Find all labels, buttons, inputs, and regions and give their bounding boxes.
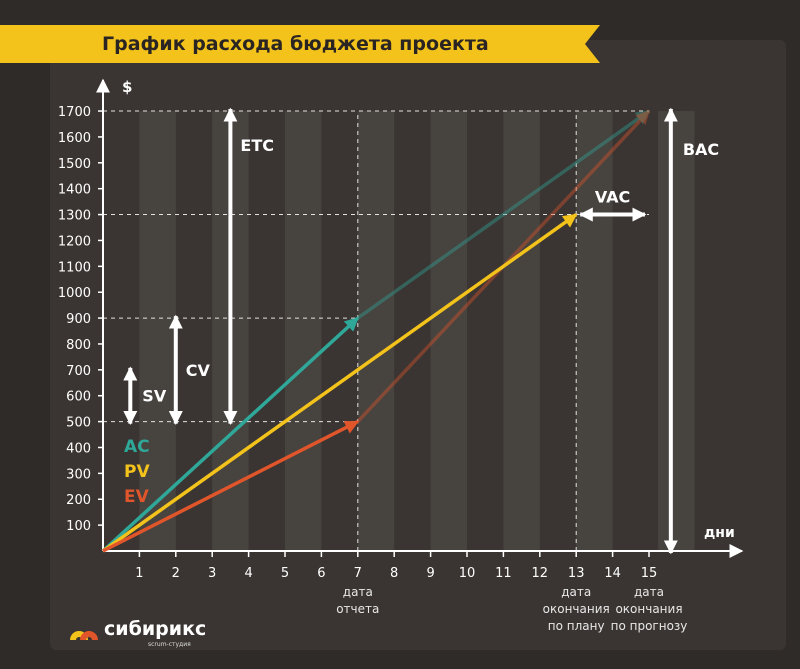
series-line-pv [101,213,578,553]
page-title: График расхода бюджета проекта [102,33,489,55]
x-tick-label: 1 [135,566,143,581]
y-tick-label: 500 [66,416,91,431]
x-annotation-text: дата [343,585,373,599]
x-tick-label: 6 [317,566,325,581]
chart-stripe [357,111,395,551]
legend-label-ac: AC [124,437,150,457]
y-tick-label: 100 [66,519,91,534]
y-axis-label: $ [122,78,132,96]
x-annotation-text: по прогнозу [611,619,688,633]
x-axis-label: дни [704,525,735,541]
chart-stripe [139,111,176,551]
measure-label-sv: SV [142,387,167,406]
y-tick-label: 1500 [58,157,91,172]
chart-stripe [576,111,613,551]
x-tick-label: 5 [281,566,289,581]
x-tick-label: 9 [426,566,434,581]
measure-label-vac: VAC [595,188,630,207]
x-annotation-text: окончания [543,602,610,616]
y-tick-label: 900 [66,312,91,327]
x-tick-label: 15 [641,566,658,581]
x-annotation-text: отчета [336,602,379,616]
y-tick-label: 1300 [58,209,91,224]
x-tick-label: 7 [354,566,362,581]
title-banner [0,25,600,63]
x-tick-label: 14 [604,566,621,581]
x-annotation-text: окончания [615,602,682,616]
brand-subtitle: scrum-студия [148,641,191,648]
y-tick-label: 800 [66,338,91,353]
logo-mark-icon [70,631,98,640]
x-tick-label: 2 [172,566,180,581]
series-line-ac [101,316,359,553]
y-tick-label: 600 [66,390,91,405]
y-tick-label: 400 [66,441,91,456]
y-tick-label: 1600 [58,131,91,146]
legend-label-pv: PV [124,462,150,482]
x-annotation-text: дата [561,585,591,599]
x-annotation-text: по плану [548,619,605,633]
x-tick-label: 3 [208,566,216,581]
legend-label-ev: EV [124,487,150,507]
measure-label-etc: ETC [240,136,274,155]
chart-stripe [285,111,322,551]
y-tick-label: 1200 [58,234,91,249]
y-tick-label: 200 [66,493,91,508]
brand-name: сибирикс [104,618,207,640]
chart-stripe [430,111,467,551]
series-line-ev [102,420,360,553]
chart-stripe [658,111,695,551]
series-projection-ac [356,109,651,320]
brand-logo: сибирикс scrum-студия [68,618,218,648]
y-tick-label: 1700 [58,105,91,120]
y-tick-label: 1000 [58,286,91,301]
x-tick-label: 4 [244,566,252,581]
x-tick-label: 8 [390,566,398,581]
x-tick-label: 11 [495,566,512,581]
measure-label-bac: BAC [683,140,719,159]
x-tick-label: 12 [532,566,549,581]
measure-label-cv: CV [186,361,211,380]
y-tick-label: 700 [66,364,91,379]
y-tick-label: 1100 [58,260,91,275]
chart-stripe [503,111,540,551]
x-annotation-text: дата [634,585,664,599]
y-tick-label: 300 [66,467,91,482]
x-tick-label: 13 [568,566,585,581]
y-tick-label: 1400 [58,183,91,198]
x-tick-label: 10 [459,566,476,581]
